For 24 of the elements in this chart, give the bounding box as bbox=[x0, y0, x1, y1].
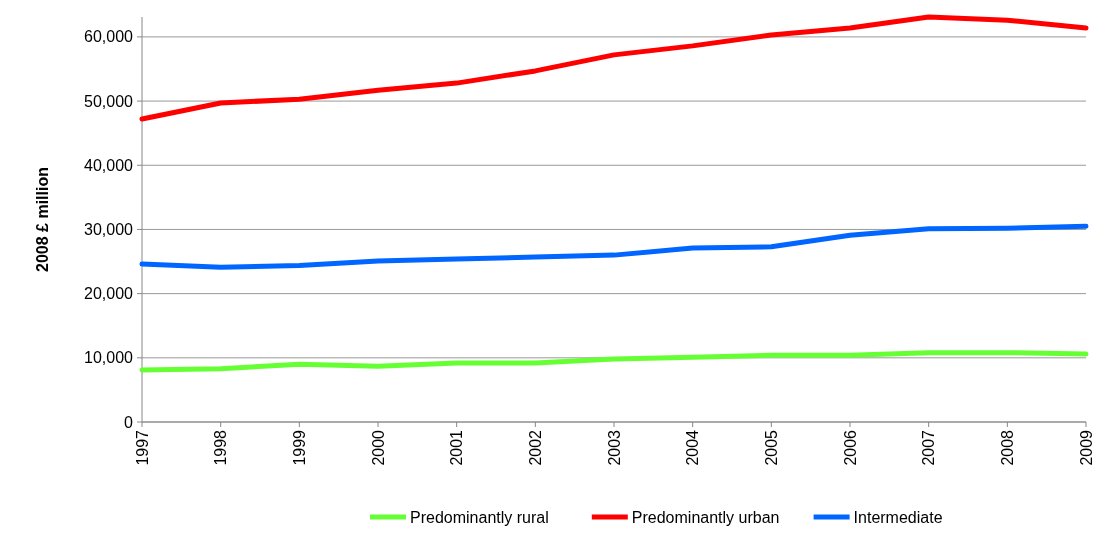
x-tick-label: 2009 bbox=[1077, 429, 1095, 466]
legend-label: Predominantly urban bbox=[631, 508, 780, 526]
x-tick-label: 2002 bbox=[526, 429, 544, 466]
y-tick-label: 20,000 bbox=[84, 285, 134, 303]
x-tick-label: 2005 bbox=[762, 429, 780, 466]
y-tick-label: 60,000 bbox=[84, 28, 134, 46]
x-tick-label: 2004 bbox=[684, 429, 702, 466]
x-tick-label: 2007 bbox=[920, 429, 938, 466]
y-tick-label: 10,000 bbox=[84, 349, 134, 367]
x-tick-label: 2000 bbox=[369, 429, 387, 466]
x-tick-label: 1999 bbox=[290, 429, 308, 466]
y-axis-title: 2008 £ million bbox=[34, 167, 51, 272]
x-tick-label: 2006 bbox=[841, 429, 859, 466]
y-tick-label: 50,000 bbox=[84, 92, 134, 110]
y-tick-label: 30,000 bbox=[84, 221, 134, 239]
x-tick-label: 2008 bbox=[998, 429, 1016, 466]
legend-label: Predominantly rural bbox=[410, 508, 549, 526]
legend-label: Intermediate bbox=[853, 508, 943, 526]
y-tick-label: 0 bbox=[124, 413, 134, 431]
x-tick-label: 1998 bbox=[212, 429, 230, 466]
x-tick-label: 1997 bbox=[133, 429, 151, 466]
x-tick-label: 2003 bbox=[605, 429, 623, 466]
y-tick-label: 40,000 bbox=[84, 156, 134, 174]
x-tick-label: 2001 bbox=[448, 429, 466, 466]
